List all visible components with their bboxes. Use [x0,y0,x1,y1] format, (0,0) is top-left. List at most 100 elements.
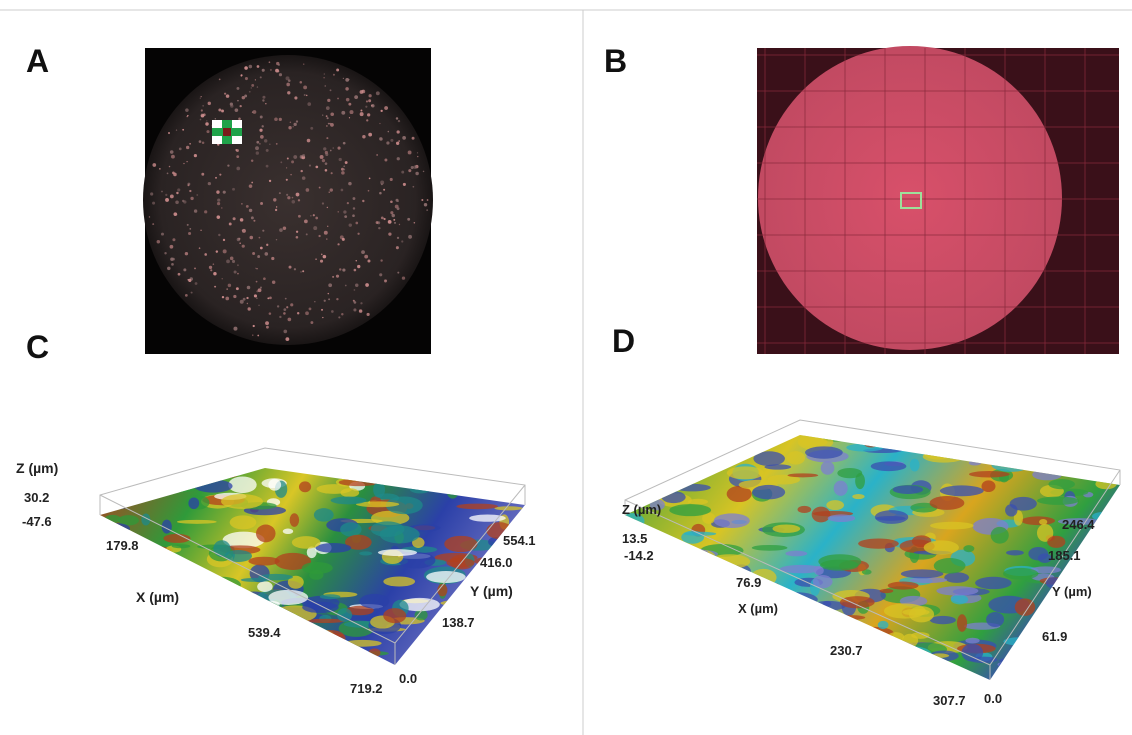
texture [408,169,411,172]
texture [410,485,431,494]
texture [302,176,306,180]
texture [288,126,291,129]
texture [383,577,415,587]
texture [799,641,825,651]
texture [336,69,339,72]
texture [396,117,398,119]
texture [265,103,266,104]
texture [252,334,253,335]
texture [292,200,296,204]
texture [339,479,380,487]
texture [642,601,655,619]
texture [268,590,308,605]
texture [120,612,149,618]
texture [286,83,290,87]
x-tick-label: 230.7 [830,643,863,658]
texture [397,272,399,274]
texture [394,222,396,224]
texture [269,180,271,182]
texture [330,112,334,116]
texture [339,158,342,161]
texture [276,206,277,207]
texture [1087,553,1105,564]
texture [202,633,232,649]
texture [345,161,348,164]
texture [1101,460,1132,472]
texture [629,607,639,624]
texture [379,137,382,140]
texture [402,276,405,279]
texture [309,165,311,167]
texture [340,235,344,239]
texture [266,149,269,152]
texture [283,330,287,334]
texture [199,140,202,143]
texture [417,156,418,157]
texture [279,118,282,121]
texture [359,551,372,555]
texture [186,161,187,162]
texture [876,665,898,671]
texture [276,239,277,240]
texture [1046,454,1058,459]
texture [347,202,349,204]
texture [397,157,400,160]
texture [383,608,406,623]
texture [258,288,262,292]
texture [808,609,823,617]
texture [752,545,788,551]
texture [277,70,279,72]
texture [177,188,180,191]
texture [381,216,384,219]
texture [170,194,174,198]
texture [329,192,330,193]
texture [362,135,365,138]
texture [258,641,284,648]
texture [390,200,393,203]
texture [1083,637,1106,643]
texture [371,521,405,537]
texture [709,554,750,569]
texture [109,609,138,625]
texture [290,174,292,176]
texture [196,194,198,196]
texture [105,515,121,523]
texture [378,549,417,556]
texture [279,632,312,643]
texture [365,283,369,287]
texture [260,135,264,139]
texture [754,594,774,599]
texture [818,554,861,569]
texture [380,259,382,261]
texture [924,540,959,554]
texture [446,481,459,499]
texture [403,183,406,186]
texture [188,279,191,282]
texture [251,216,254,219]
texture [310,127,313,130]
texture [293,126,294,127]
texture [733,660,763,671]
texture [302,270,304,272]
texture [293,155,297,159]
texture [204,253,207,256]
texture [323,77,324,78]
texture [194,154,197,157]
texture [297,312,299,314]
texture [343,78,344,79]
texture [401,171,404,174]
texture [380,110,382,112]
texture [275,209,277,211]
texture [201,173,204,176]
texture [417,152,418,153]
texture [244,95,247,98]
texture [332,147,334,149]
texture [355,284,358,287]
texture [109,640,145,657]
texture [288,318,292,322]
texture [668,615,692,632]
texture [430,467,473,477]
y-tick-label: 61.9 [1042,629,1067,644]
texture [183,163,184,164]
texture [1028,547,1048,560]
